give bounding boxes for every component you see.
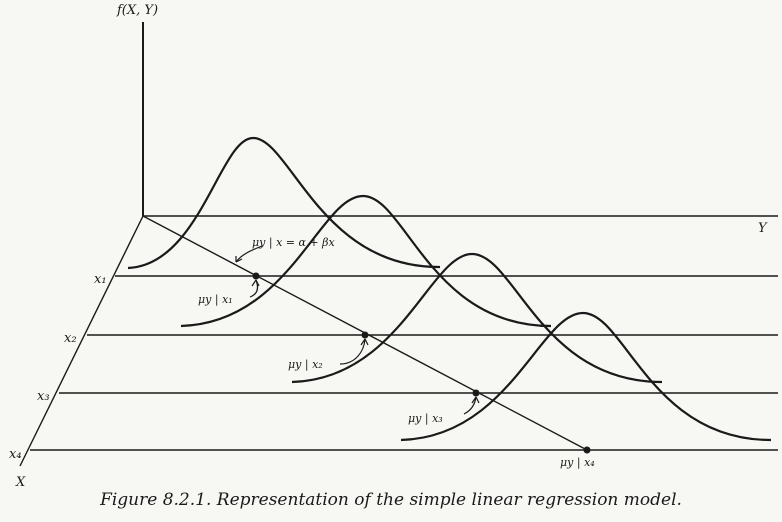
arrow-mu2 bbox=[339, 338, 369, 365]
mean-point-1 bbox=[252, 272, 260, 280]
figure-caption: Figure 8.2.1. Representation of the simp… bbox=[100, 490, 682, 510]
x1-label: x₁ bbox=[94, 272, 107, 287]
y-axis-label: Y bbox=[758, 221, 768, 236]
mean-point-3 bbox=[472, 389, 480, 397]
arrow-mu1 bbox=[249, 279, 260, 298]
normal-curve-4 bbox=[400, 311, 772, 442]
x-axis-line bbox=[19, 215, 144, 467]
regression-diagram: f(X, Y) Y X x₁ x₂ x₃ x₄ μy | x = α + βx … bbox=[9, 3, 778, 490]
x3-label: x₃ bbox=[37, 389, 50, 404]
mu4-label: μy | x₄ bbox=[560, 456, 595, 470]
mu2-label: μy | x₂ bbox=[288, 358, 323, 372]
normal-curve-3 bbox=[291, 252, 663, 384]
regression-equation-label: μy | x = α + βx bbox=[252, 236, 335, 250]
mean-point-4 bbox=[583, 446, 591, 454]
mu1-label: μy | x₁ bbox=[198, 293, 233, 307]
x-axis-label: X bbox=[15, 475, 26, 490]
arrow-mu3 bbox=[463, 396, 480, 415]
x2-label: x₂ bbox=[64, 331, 77, 346]
mean-point-2 bbox=[361, 331, 369, 339]
arrow-regression bbox=[235, 245, 263, 263]
vertical-axis-label: f(X, Y) bbox=[116, 3, 158, 18]
normal-curve-1 bbox=[127, 136, 441, 270]
x4-label: x₄ bbox=[9, 447, 22, 462]
normal-curve-2 bbox=[180, 194, 552, 328]
mu3-label: μy | x₃ bbox=[408, 412, 443, 426]
